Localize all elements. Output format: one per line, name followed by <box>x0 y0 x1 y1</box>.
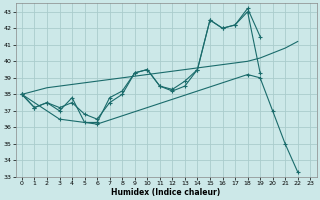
X-axis label: Humidex (Indice chaleur): Humidex (Indice chaleur) <box>111 188 221 197</box>
